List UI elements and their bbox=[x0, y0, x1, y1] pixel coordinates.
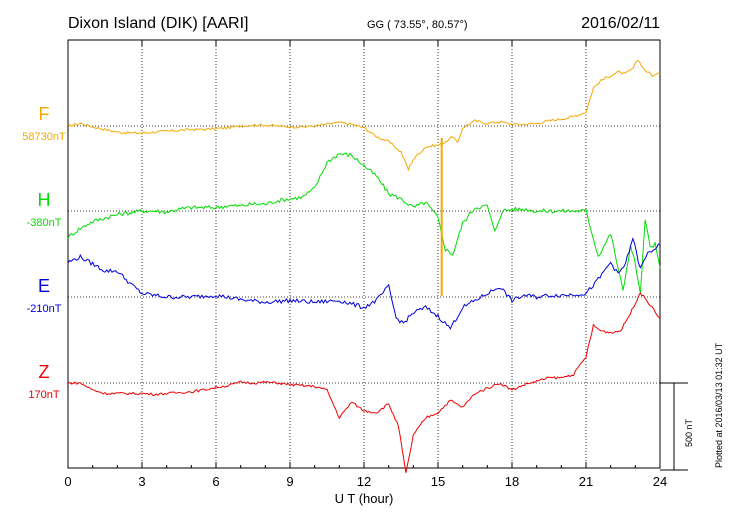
x-axis-ticks: 0 3 6 9 12 15 18 21 24 bbox=[64, 40, 667, 489]
scale-bar: 500 nT bbox=[660, 382, 694, 471]
series-line-H bbox=[67, 152, 661, 294]
series-name-Z: Z bbox=[39, 362, 50, 382]
date-label: 2016/02/11 bbox=[581, 15, 660, 32]
x-tick-label-24: 24 bbox=[653, 474, 667, 489]
x-tick-label-6: 6 bbox=[212, 474, 219, 489]
series-line-E bbox=[67, 237, 661, 331]
x-tick-label-0: 0 bbox=[64, 474, 71, 489]
x-tick-label-21: 21 bbox=[579, 474, 593, 489]
x-tick-label-9: 9 bbox=[286, 474, 293, 489]
series-name-H: H bbox=[38, 190, 51, 210]
component-labels: F 58730nT H -380nT E -210nT Z 170nT bbox=[22, 104, 66, 401]
series-lines bbox=[67, 59, 661, 473]
series-name-E: E bbox=[38, 276, 50, 296]
series-baseline-H: -380nT bbox=[27, 217, 62, 229]
series-name-F: F bbox=[39, 104, 50, 124]
series-line-F bbox=[67, 59, 661, 172]
scale-bar-label: 500 nT bbox=[684, 418, 694, 447]
station-title: Dixon Island (DIK) [AARI] bbox=[68, 15, 249, 32]
grid-lines bbox=[141, 40, 587, 468]
series-baseline-Z: 170nT bbox=[28, 389, 59, 401]
series-baseline-F: 58730nT bbox=[22, 131, 66, 143]
x-tick-label-12: 12 bbox=[357, 474, 371, 489]
coordinates-label: GG ( 73.55°, 80.57°) bbox=[367, 19, 468, 31]
x-tick-label-3: 3 bbox=[138, 474, 145, 489]
series-line-Z bbox=[67, 292, 661, 473]
x-tick-label-18: 18 bbox=[505, 474, 519, 489]
x-tick-label-15: 15 bbox=[431, 474, 445, 489]
series-baseline-E: -210nT bbox=[27, 303, 62, 315]
x-axis-label: U T (hour) bbox=[335, 491, 394, 506]
plotted-note: Plotted at 2016/03/13 01:32 UT bbox=[714, 342, 724, 468]
